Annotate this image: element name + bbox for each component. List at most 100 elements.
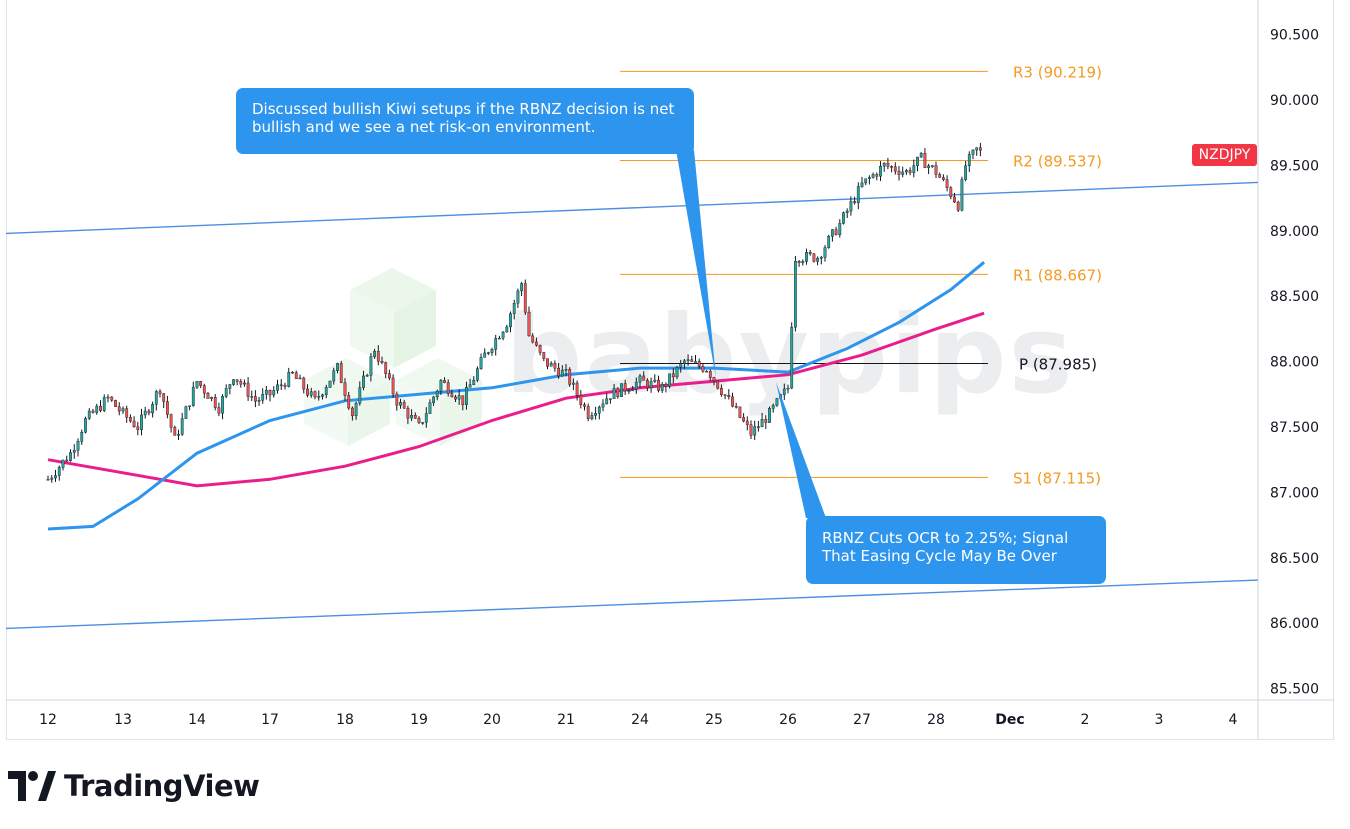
candle-body: [923, 153, 927, 169]
candle-body: [413, 415, 417, 419]
candle-body: [694, 361, 697, 363]
candle-body: [642, 375, 646, 381]
price-tick-label: 89.500: [1270, 158, 1319, 174]
time-axis[interactable]: 12 13 14 17 18 19 20 21 24 25 26 27 28 Dec 2 3 4: [39, 712, 1237, 728]
candle-body: [819, 257, 823, 259]
candle-body: [671, 373, 675, 378]
candle-body: [690, 359, 694, 362]
candle-body: [298, 377, 302, 380]
candle-body: [76, 441, 80, 451]
candle-body: [406, 408, 410, 419]
candle-body: [572, 382, 575, 385]
candle-body: [424, 413, 428, 423]
pivot-level-label: P (87.985): [1019, 356, 1097, 374]
candle-body: [801, 261, 805, 264]
price-tick-label: 88.000: [1270, 355, 1319, 371]
candle-body: [243, 382, 246, 385]
candle-body: [69, 452, 72, 461]
symbol-badge: NZDJPY: [1192, 144, 1257, 166]
time-tick-label: 13: [114, 712, 132, 728]
candle-body: [261, 393, 265, 401]
candle-body: [956, 201, 960, 211]
price-tick-label: 87.000: [1270, 485, 1319, 501]
candle-body: [742, 417, 746, 422]
candle-body: [294, 372, 298, 379]
candle-body: [276, 384, 279, 391]
time-tick-label: 21: [557, 712, 575, 728]
time-tick-label: 27: [853, 712, 871, 728]
candle-body: [501, 331, 505, 339]
candle-body: [57, 467, 61, 476]
price-tick-label: 88.500: [1270, 289, 1319, 305]
candle-body: [808, 252, 812, 255]
candle-body: [102, 397, 106, 411]
candle-body: [905, 170, 908, 173]
candle-body: [169, 414, 173, 428]
time-tick-label: 19: [410, 712, 428, 728]
candle-body: [838, 223, 842, 235]
tradingview-logo-text: TradingView: [64, 769, 260, 803]
channel-lines[interactable]: [5, 181, 1259, 630]
candle-body: [930, 165, 934, 167]
candle-body: [202, 385, 206, 394]
candle-body: [483, 352, 487, 358]
candle-body: [114, 400, 117, 407]
candle-body: [106, 396, 110, 399]
candle-body: [54, 475, 57, 479]
candle-body: [224, 388, 228, 397]
candle-body: [343, 382, 347, 396]
candle-body: [184, 406, 188, 419]
price-axis[interactable]: 85.500 86.000 86.500 87.000 87.500 88.000 88.5…: [1270, 28, 1319, 698]
candle-body: [235, 379, 239, 382]
candle-body: [912, 165, 916, 173]
candle-body: [306, 388, 309, 396]
candle-body: [660, 384, 664, 391]
candle-body: [871, 174, 875, 178]
candle-body: [140, 414, 143, 430]
callout-top-pointer: [676, 150, 716, 378]
candle-body: [439, 380, 443, 392]
candle-body: [272, 390, 276, 396]
candle-body: [498, 337, 501, 340]
candle-body: [358, 387, 362, 404]
watermark-cube-icon: [304, 268, 482, 446]
candle-body: [942, 177, 945, 180]
candle-body: [775, 398, 779, 406]
candle-body: [206, 392, 210, 399]
candle-body: [731, 396, 734, 407]
candle-body: [849, 201, 853, 212]
candle-body: [84, 418, 87, 433]
candle-body: [257, 399, 261, 402]
candle-body: [560, 369, 564, 377]
candle-body: [468, 384, 472, 388]
candle-body: [147, 410, 151, 414]
candle-body: [376, 350, 380, 362]
time-tick-label: 14: [188, 712, 206, 728]
candle-body: [99, 405, 102, 411]
candle-body: [668, 373, 672, 387]
candle-body: [594, 413, 598, 416]
candle-body: [246, 382, 250, 397]
annotation-callout-bottom[interactable]: RBNZ Cuts OCR to 2.25%; Signal That Easi…: [806, 516, 1106, 584]
candle-body: [919, 153, 923, 158]
tradingview-logo[interactable]: TradingView: [8, 766, 260, 806]
candle-body: [531, 335, 535, 343]
candle-body: [535, 341, 538, 346]
candle-body: [727, 395, 731, 398]
candle-body: [575, 382, 579, 396]
candle-body: [749, 424, 753, 436]
candle-body: [479, 357, 483, 369]
candle-body: [46, 479, 50, 481]
candle-body: [631, 389, 635, 391]
candle-body: [797, 261, 801, 264]
candle-body: [450, 393, 454, 398]
candle-body: [351, 407, 354, 416]
candle-body: [287, 371, 291, 387]
candle-body: [128, 417, 132, 422]
channel-upper-line: [5, 181, 1259, 235]
annotation-callout-top[interactable]: Discussed bullish Kiwi setups if the RBN…: [236, 88, 694, 154]
candle-body: [253, 396, 257, 402]
candle-body: [362, 375, 365, 388]
candle-body: [380, 361, 384, 363]
